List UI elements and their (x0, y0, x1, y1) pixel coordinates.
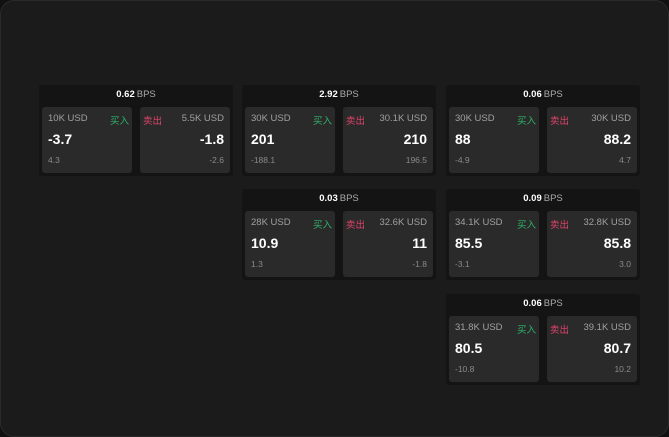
bid-size: 28K USD (251, 217, 291, 228)
ask-change: 196.5 (405, 155, 427, 165)
quote-card: 0.03 BPS 28K USD 买入 10.9 1.3 卖出 32.6K USD… (242, 189, 436, 280)
bid-change: -188.1 (251, 155, 276, 165)
ask-price: 210 (403, 131, 427, 147)
ask-price: -1.8 (199, 131, 224, 147)
spread-unit: BPS (543, 298, 563, 309)
ask-size: 30K USD (591, 113, 631, 124)
spread-value: 0.09 (523, 193, 542, 204)
sell-button[interactable]: 卖出 30K USD 88.2 4.7 (547, 107, 637, 173)
bid-change: -3.1 (455, 259, 470, 269)
ask-size: 5.5K USD (181, 113, 224, 124)
ask-change: 10.2 (614, 364, 631, 374)
quote-card: 0.62 BPS 10K USD 买入 -3.7 4.3 卖出 5.5K USD … (39, 85, 233, 176)
ask-price: 88.2 (603, 131, 631, 147)
buy-button[interactable]: 10K USD 买入 -3.7 4.3 (42, 107, 132, 173)
sell-label: 卖出 (143, 116, 163, 127)
spread-value: 2.92 (319, 89, 338, 100)
ask-size: 32.6K USD (379, 217, 427, 228)
bid-size: 30K USD (455, 113, 495, 124)
ask-change: -1.8 (412, 259, 427, 269)
sell-button[interactable]: 卖出 32.8K USD 85.8 3.0 (547, 211, 637, 277)
bid-price: 88 (455, 131, 471, 147)
bid-size: 31.8K USD (455, 322, 503, 333)
sell-label: 卖出 (346, 220, 366, 231)
ask-change: 3.0 (619, 259, 631, 269)
buy-button[interactable]: 28K USD 买入 10.9 1.3 (245, 211, 335, 277)
ask-size: 30.1K USD (379, 113, 427, 124)
sell-button[interactable]: 卖出 39.1K USD 80.7 10.2 (547, 316, 637, 382)
sell-label: 卖出 (550, 116, 570, 127)
spread-unit: BPS (543, 89, 563, 100)
spread-value: 0.06 (523, 298, 542, 309)
bid-change: 1.3 (251, 259, 263, 269)
spread-value: 0.03 (319, 193, 338, 204)
spread-unit: BPS (136, 89, 156, 100)
buy-label: 买入 (312, 220, 332, 231)
bid-price: 85.5 (455, 235, 483, 251)
ask-change: 4.7 (619, 155, 631, 165)
buy-label: 买入 (109, 116, 129, 127)
bid-price: 201 (251, 131, 275, 147)
bid-price: -3.7 (48, 131, 73, 147)
sell-label: 卖出 (550, 220, 570, 231)
buy-label: 买入 (312, 116, 332, 127)
spread-header: 2.92 BPS (242, 85, 436, 105)
buy-button[interactable]: 31.8K USD 买入 80.5 -10.8 (449, 316, 539, 382)
bid-size: 10K USD (48, 113, 88, 124)
bid-change: -10.8 (455, 364, 475, 374)
ask-change: -2.6 (209, 155, 224, 165)
buy-label: 买入 (516, 116, 536, 127)
quote-card: 0.09 BPS 34.1K USD 买入 85.5 -3.1 卖出 32.8K … (446, 189, 640, 280)
buy-label: 买入 (516, 220, 536, 231)
buy-button[interactable]: 30K USD 买入 201 -188.1 (245, 107, 335, 173)
buy-button[interactable]: 34.1K USD 买入 85.5 -3.1 (449, 211, 539, 277)
ask-price: 80.7 (603, 340, 631, 356)
spread-header: 0.09 BPS (446, 189, 640, 209)
spread-unit: BPS (339, 193, 359, 204)
quote-card: 0.06 BPS 31.8K USD 买入 80.5 -10.8 卖出 39.1K… (446, 294, 640, 385)
ask-price: 85.8 (603, 235, 631, 251)
sell-button[interactable]: 卖出 30.1K USD 210 196.5 (343, 107, 433, 173)
spread-unit: BPS (543, 193, 563, 204)
sell-button[interactable]: 卖出 32.6K USD 11 -1.8 (343, 211, 433, 277)
sell-label: 卖出 (550, 325, 570, 336)
quote-card: 2.92 BPS 30K USD 买入 201 -188.1 卖出 30.1K U… (242, 85, 436, 176)
sell-button[interactable]: 卖出 5.5K USD -1.8 -2.6 (140, 107, 230, 173)
buy-button[interactable]: 30K USD 买入 88 -4.9 (449, 107, 539, 173)
spread-header: 0.62 BPS (39, 85, 233, 105)
ask-size: 32.8K USD (583, 217, 631, 228)
bid-change: -4.9 (455, 155, 470, 165)
bid-size: 30K USD (251, 113, 291, 124)
quote-card: 0.06 BPS 30K USD 买入 88 -4.9 卖出 30K USD 88… (446, 85, 640, 176)
sell-label: 卖出 (346, 116, 366, 127)
spread-value: 0.62 (116, 89, 135, 100)
spread-unit: BPS (339, 89, 359, 100)
spread-value: 0.06 (523, 89, 542, 100)
bid-price: 10.9 (251, 235, 279, 251)
ask-price: 11 (412, 235, 427, 251)
bid-price: 80.5 (455, 340, 483, 356)
spread-header: 0.06 BPS (446, 294, 640, 314)
spread-header: 0.06 BPS (446, 85, 640, 105)
bid-size: 34.1K USD (455, 217, 503, 228)
spread-header: 0.03 BPS (242, 189, 436, 209)
ask-size: 39.1K USD (583, 322, 631, 333)
bid-change: 4.3 (48, 155, 60, 165)
buy-label: 买入 (516, 325, 536, 336)
